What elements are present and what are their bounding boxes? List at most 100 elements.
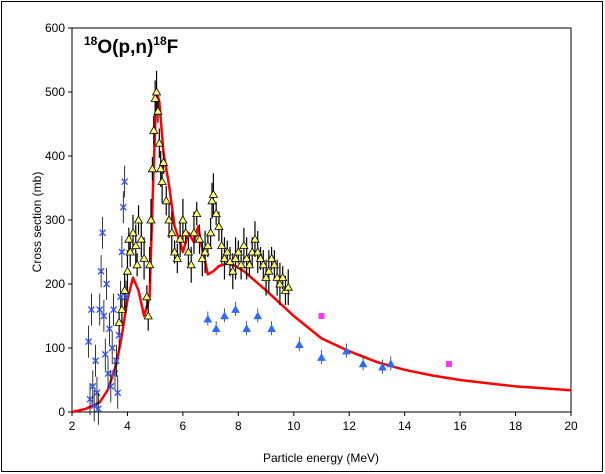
data-point-yellow-triangle: [122, 266, 133, 275]
data-point-yellow-triangle: [136, 234, 146, 243]
data-point-blue-cross: [122, 293, 130, 301]
y-tick-label: 100: [45, 341, 65, 355]
data-point-yellow-triangle: [203, 240, 213, 250]
y-tick-label: 500: [45, 85, 65, 99]
data-point-blue-triangle: [220, 311, 229, 320]
model-curve-group: [71, 90, 572, 414]
data-point-blue-cross: [107, 382, 115, 390]
data-point-yellow-triangle: [169, 247, 180, 256]
data-point-yellow-triangle: [244, 259, 255, 269]
title-sup-a: 18: [84, 34, 98, 48]
y-tick-label: 200: [45, 277, 65, 291]
data-point-blue-cross: [86, 395, 94, 403]
data-point-yellow-triangle: [133, 215, 144, 224]
data-point-yellow-triangle: [239, 240, 249, 250]
data-point-yellow-triangle: [250, 234, 260, 243]
data-point-yellow-triangle: [230, 253, 241, 262]
data-point-yellow-triangle: [253, 247, 263, 256]
data-point-yellow-triangle: [131, 240, 141, 250]
data-point-blue-triangle: [386, 359, 396, 368]
x-tick-label: 16: [453, 419, 467, 433]
data-point-yellow-triangle: [153, 106, 163, 115]
data-point-yellow-triangle: [161, 195, 171, 205]
data-point-blue-cross: [112, 357, 120, 365]
data-point-yellow-triangle: [247, 247, 257, 256]
data-point-blue-triangle: [253, 311, 263, 320]
title-sup-b: 18: [153, 34, 167, 48]
data-point-blue-cross: [85, 338, 93, 346]
data-point-magenta-square: [318, 313, 325, 319]
data-point-blue-cross: [115, 331, 123, 339]
data-point-yellow-triangle: [154, 138, 165, 147]
data-point-yellow-triangle: [146, 215, 156, 224]
x-tick-label: 18: [509, 419, 523, 433]
data-point-blue-cross: [105, 325, 113, 333]
data-point-yellow-triangle: [132, 259, 142, 269]
data-point-yellow-triangle: [283, 282, 293, 291]
data-point-yellow-triangle: [150, 93, 160, 102]
x-tick-label: 12: [343, 419, 357, 433]
yellow-triangle-group: [114, 87, 293, 326]
data-point-yellow-triangle: [200, 247, 210, 256]
data-point-yellow-triangle: [233, 247, 244, 256]
data-point-yellow-triangle: [156, 163, 166, 173]
data-point-blue-cross: [114, 389, 122, 397]
title-reaction: O(p,n): [97, 37, 153, 58]
data-point-blue-cross: [100, 312, 108, 320]
data-point-yellow-triangle: [264, 266, 274, 275]
data-point-blue-cross: [94, 405, 102, 413]
data-point-blue-cross: [110, 306, 118, 314]
data-point-yellow-triangle: [139, 253, 149, 262]
y-axis-label: Cross section (mb): [30, 172, 44, 273]
data-point-blue-cross: [104, 370, 112, 378]
data-point-yellow-triangle: [178, 215, 188, 224]
data-point-yellow-triangle: [275, 279, 285, 288]
data-point-yellow-triangle: [217, 240, 227, 250]
data-point-blue-cross: [96, 306, 104, 314]
y-tick-label: 0: [58, 405, 65, 419]
data-point-blue-triangle: [342, 346, 351, 355]
data-point-yellow-triangle: [272, 272, 282, 282]
data-point-blue-cross: [93, 389, 101, 397]
data-point-blue-cross: [103, 280, 111, 288]
data-point-yellow-triangle: [114, 317, 124, 326]
y-tick-label: 300: [45, 213, 65, 227]
data-point-blue-cross: [89, 382, 97, 390]
data-point-yellow-triangle: [228, 266, 238, 275]
data-point-yellow-triangle: [241, 253, 252, 262]
data-point-blue-triangle: [358, 359, 368, 368]
data-point-yellow-triangle: [219, 253, 230, 262]
model-curve: [71, 90, 572, 414]
data-point-yellow-triangle: [157, 176, 167, 186]
y-tick-label: 600: [45, 21, 65, 35]
data-point-yellow-triangle: [258, 259, 268, 269]
data-point-yellow-triangle: [180, 227, 191, 237]
data-point-blue-triangle: [378, 362, 387, 371]
data-point-yellow-triangle: [183, 247, 194, 256]
data-point-blue-triangle: [294, 340, 304, 349]
data-point-yellow-triangle: [128, 227, 138, 237]
data-point-yellow-triangle: [207, 195, 217, 205]
data-point-blue-cross: [118, 248, 126, 256]
data-point-yellow-triangle: [172, 253, 183, 262]
data-point-yellow-triangle: [194, 234, 205, 243]
data-point-yellow-triangle: [192, 208, 202, 218]
data-point-blue-cross: [87, 306, 95, 314]
x-tick-label: 8: [235, 419, 242, 433]
data-point-yellow-triangle: [211, 208, 221, 218]
data-point-yellow-triangle: [142, 291, 152, 301]
x-tick-label: 20: [564, 419, 578, 433]
data-point-blue-cross: [92, 357, 100, 365]
data-point-yellow-triangle: [149, 125, 159, 134]
data-point-blue-triangle: [242, 324, 252, 333]
data-point-yellow-triangle: [143, 311, 153, 320]
data-point-yellow-triangle: [125, 247, 135, 256]
x-tick-label: 4: [124, 419, 131, 433]
data-point-yellow-triangle: [208, 189, 219, 198]
title-product: F: [167, 37, 179, 58]
data-point-blue-cross: [108, 344, 116, 352]
data-point-blue-cross: [121, 178, 129, 186]
data-point-yellow-triangle: [222, 247, 232, 256]
data-point-yellow-triangle: [117, 304, 127, 314]
